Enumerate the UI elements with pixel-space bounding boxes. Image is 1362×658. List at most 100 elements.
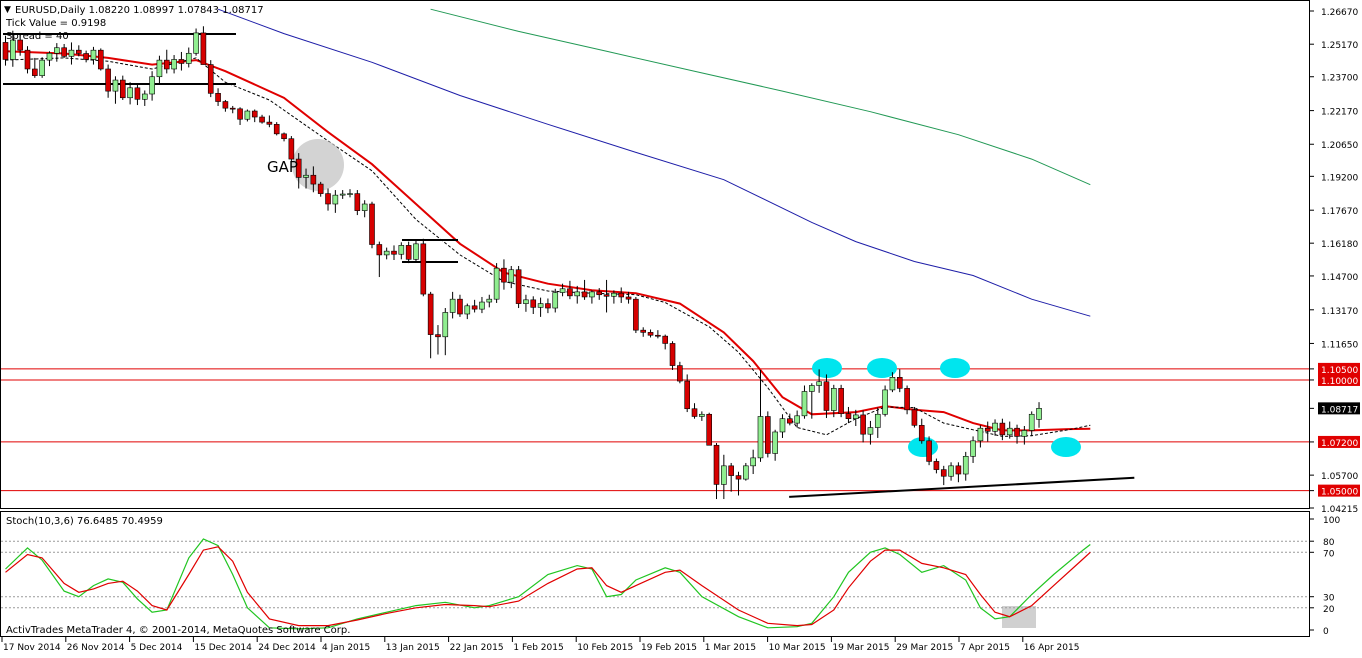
gap-label: GAP xyxy=(267,158,298,176)
bear-candle xyxy=(83,53,89,60)
time-tick-label: 16 Apr 2015 xyxy=(1024,643,1080,653)
bear-candle xyxy=(119,79,126,99)
horizontal-levels[interactable] xyxy=(1,368,1309,492)
price-axis[interactable]: 1.26670 1.25170 1.23700 1.22170 1.20650 1.192… xyxy=(1309,8,1360,637)
bull-candle xyxy=(962,456,969,475)
bear-candle xyxy=(713,444,720,485)
bear-candle xyxy=(427,293,434,335)
bear-candle xyxy=(999,422,1006,436)
moving-average-1 xyxy=(5,57,1091,437)
stoch-main-line xyxy=(5,538,1091,630)
bull-candle xyxy=(493,267,500,300)
bear-candle xyxy=(662,335,669,344)
price-label: 1.05000 xyxy=(1321,488,1358,498)
price-label-box xyxy=(1318,435,1360,448)
bear-candle xyxy=(259,116,265,123)
bear-candle xyxy=(530,299,537,308)
bull-candle xyxy=(508,269,515,283)
bull-candle xyxy=(750,457,756,467)
bear-candle xyxy=(310,174,317,185)
bull-candle xyxy=(977,427,984,442)
stochastic-lines xyxy=(1,538,1309,630)
bear-candle xyxy=(32,68,38,76)
bull-candle xyxy=(332,194,339,205)
bull-candle xyxy=(552,292,559,309)
time-tick-label: 1 Feb 2015 xyxy=(513,643,563,653)
bull-candle xyxy=(464,305,471,315)
time-tick-label: 5 Dec 2014 xyxy=(131,643,183,653)
price-label: 1.08717 xyxy=(1321,405,1358,415)
bull-candle xyxy=(772,431,778,454)
price-tick-label: 1.25170 xyxy=(1321,41,1358,51)
bear-candle xyxy=(735,475,742,480)
bear-candle xyxy=(618,292,625,298)
bull-candle xyxy=(699,413,705,417)
stoch-tick-label: 70 xyxy=(1323,549,1335,559)
bull-candle xyxy=(46,52,53,61)
bear-candle xyxy=(633,298,639,331)
stoch-panel-frame xyxy=(0,511,1310,637)
bull-candle xyxy=(970,440,976,457)
bull-candle xyxy=(54,47,60,54)
candlesticks xyxy=(2,26,1042,500)
main-panel-frame xyxy=(0,0,1310,509)
bull-candle xyxy=(867,427,874,435)
bull-candle xyxy=(874,413,881,428)
chart-header: ▼ EURUSD,Daily 1.08220 1.08997 1.07843 1… xyxy=(4,5,264,42)
bear-candle xyxy=(273,124,280,135)
bear-candle xyxy=(207,64,214,94)
bear-candle xyxy=(420,243,427,295)
bull-candle xyxy=(347,193,353,195)
bull-candle xyxy=(171,59,177,70)
bear-candle xyxy=(229,107,236,110)
price-label: 1.10500 xyxy=(1321,366,1358,376)
bull-candle xyxy=(303,174,309,178)
bear-candle xyxy=(787,418,793,424)
bear-candle xyxy=(655,334,661,337)
bear-candle xyxy=(545,303,551,309)
bear-candle xyxy=(61,47,67,57)
price-label-box xyxy=(1318,402,1360,415)
moving-average-0 xyxy=(5,50,1091,432)
bear-candle xyxy=(17,39,23,51)
bull-candle xyxy=(339,193,346,196)
bull-candle xyxy=(193,32,199,54)
time-tick-label: 10 Mar 2015 xyxy=(769,643,826,653)
bull-candle xyxy=(794,415,800,424)
bear-candle xyxy=(237,108,243,120)
bull-candle xyxy=(537,303,544,308)
bear-candle xyxy=(567,288,573,297)
highlight-ellipse-2 xyxy=(940,358,970,378)
bull-candle xyxy=(779,418,786,433)
price-label-box xyxy=(1318,373,1360,386)
stoch-tick-label: 100 xyxy=(1323,516,1340,526)
time-tick-label: 24 Dec 2014 xyxy=(258,643,316,653)
stoch-tick-label: 0 xyxy=(1323,627,1329,637)
bear-candle xyxy=(955,465,962,475)
bear-candle xyxy=(515,269,522,304)
bull-candle xyxy=(1021,430,1028,437)
time-tick-label: 22 Jan 2015 xyxy=(450,643,504,653)
price-tick-label: 1.13170 xyxy=(1321,307,1358,317)
bear-candle xyxy=(765,416,771,454)
time-tick-label: 1 Mar 2015 xyxy=(705,643,756,653)
bear-candle xyxy=(581,291,588,298)
bear-candle xyxy=(222,101,229,109)
bear-candle xyxy=(911,409,918,426)
bull-candle xyxy=(244,110,251,120)
bear-candle xyxy=(105,68,111,92)
bear-candle xyxy=(200,32,207,65)
bull-candle xyxy=(1036,408,1042,420)
price-label-box xyxy=(1318,362,1360,375)
bear-candle xyxy=(904,388,910,411)
highlight-ellipse-1 xyxy=(867,358,897,378)
bear-candle xyxy=(845,413,852,419)
bull-candle xyxy=(185,52,192,64)
bear-candle xyxy=(376,244,383,256)
price-tick-label: 1.05700 xyxy=(1321,472,1358,482)
time-tick-label: 19 Mar 2015 xyxy=(832,643,889,653)
time-axis[interactable]: 17 Nov 2014 26 Nov 2014 5 Dec 2014 15 Dec 2… xyxy=(1,637,1080,653)
time-tick-label: 19 Feb 2015 xyxy=(641,643,697,653)
